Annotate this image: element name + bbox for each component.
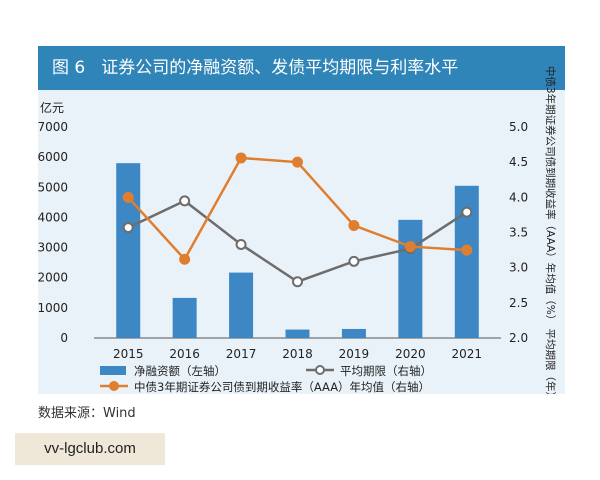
legend-term-marker	[315, 365, 325, 375]
rate-point	[292, 156, 303, 168]
right-tick-label: 4.5	[509, 155, 528, 169]
right-tick-label: 5.0	[509, 120, 528, 134]
legend-bar-label: 净融资额（左轴）	[134, 364, 226, 378]
rate-point	[348, 219, 360, 231]
figure-title-text: 证券公司的净融资额、发债平均期限与利率水平	[101, 58, 459, 78]
figure-number: 图 6	[52, 58, 86, 78]
legend-rate-label: 中债3年期证券公司债到期收益率（AAA）年均值（右轴）	[134, 380, 430, 394]
rate-point	[404, 241, 416, 253]
chart: 亿元 0 1000 2000 3000 4000 5000 6000 7000 2.0 2.5 3.0…	[38, 66, 557, 394]
left-tick-label: 2000	[38, 271, 68, 285]
term-point	[348, 255, 360, 267]
right-tick-label: 2.5	[509, 296, 528, 310]
rate-point	[461, 244, 473, 256]
bar	[398, 219, 423, 338]
term-point	[461, 206, 473, 218]
left-tick-label: 7000	[38, 120, 68, 134]
term-point	[292, 276, 303, 288]
term-point	[179, 195, 191, 207]
category-label: 2019	[339, 347, 370, 361]
legend-term-label: 平均期限（右轴）	[340, 364, 432, 378]
left-tick-label: 6000	[38, 150, 68, 164]
left-axis-label: 亿元	[40, 100, 64, 115]
left-tick-label: 3000	[38, 241, 68, 255]
figure-title: 图 6 证券公司的净融资额、发债平均期限与利率水平	[38, 46, 565, 90]
left-tick-label: 0	[60, 331, 68, 345]
right-axis-label: 中债3年期证券公司债到期收益率（AAA）年均值（%） 平均期限（年）	[544, 66, 557, 394]
bar	[341, 328, 366, 338]
rate-point	[179, 253, 191, 265]
watermark: vv-lgclub.com	[15, 433, 165, 465]
bar	[229, 272, 254, 338]
category-label: 2018	[282, 347, 313, 361]
legend-bar-swatch	[100, 366, 126, 375]
figure-card: 图 6 证券公司的净融资额、发债平均期限与利率水平 亿元 0 1000 2000 3000…	[38, 46, 565, 394]
rate-point	[122, 191, 134, 203]
right-tick-label: 3.5	[509, 226, 528, 240]
right-tick-label: 4.0	[509, 190, 528, 204]
left-tick-label: 5000	[38, 180, 68, 194]
left-tick-label: 4000	[38, 210, 68, 224]
rate-point	[235, 152, 247, 164]
right-tick-label: 3.0	[509, 261, 528, 275]
bar	[285, 329, 310, 338]
category-label: 2016	[169, 347, 200, 361]
bar	[116, 163, 141, 338]
right-tick-label: 2.0	[509, 331, 528, 345]
term-point	[235, 238, 247, 250]
category-label: 2015	[113, 347, 144, 361]
category-label: 2017	[226, 347, 257, 361]
left-tick-label: 1000	[38, 301, 68, 315]
legend-rate-marker	[109, 381, 119, 391]
source-note: 数据来源：Wind	[38, 406, 136, 421]
category-label: 2020	[395, 347, 426, 361]
term-point	[122, 222, 134, 234]
category-label: 2021	[452, 347, 483, 361]
bar	[172, 297, 197, 338]
